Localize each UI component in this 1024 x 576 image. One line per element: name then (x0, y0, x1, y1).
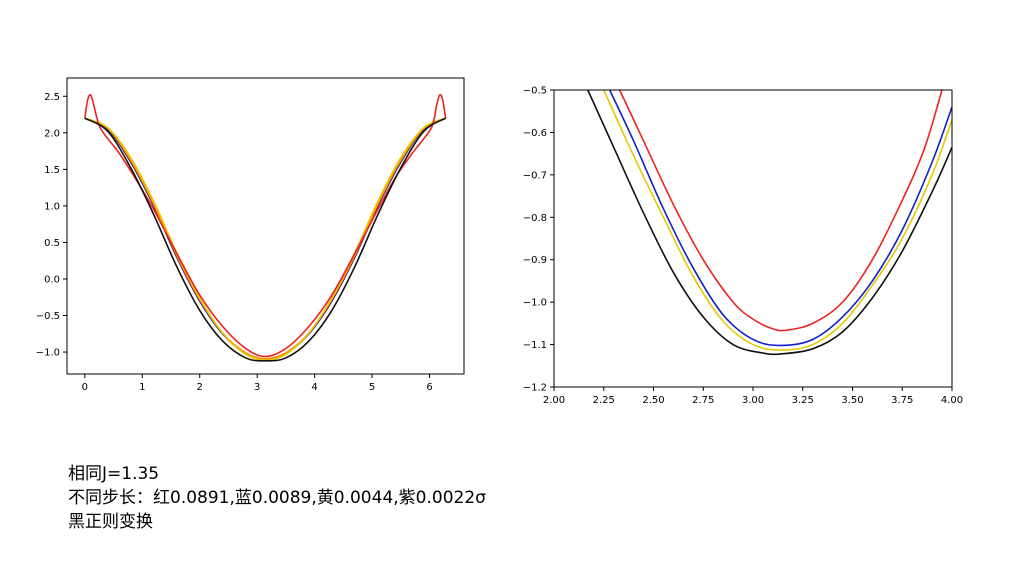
series-line-5 (84, 117, 447, 362)
x-tick-label: 5 (369, 382, 375, 393)
y-tick-label: 2.0 (44, 128, 60, 139)
series-line-4 (587, 90, 952, 356)
y-tick-label: −1.0 (36, 348, 60, 359)
series-line-4 (84, 93, 447, 358)
y-tick-label: −1.0 (523, 298, 547, 309)
y-tick-label: 1.5 (44, 165, 60, 176)
y-tick-label: −0.9 (523, 255, 547, 266)
series-line-2 (84, 117, 446, 360)
x-tick-label: 3.50 (841, 395, 863, 406)
caption-line-3: 黑正则变换 (68, 512, 153, 532)
y-tick-label: 0.5 (44, 238, 60, 249)
x-tick-label: 3 (254, 382, 260, 393)
x-tick-label: 2 (197, 382, 203, 393)
series-group (84, 93, 447, 362)
plot-frame (66, 77, 465, 375)
series-group (587, 90, 952, 356)
x-tick-label: 1 (139, 382, 145, 393)
y-tick-label: −0.7 (523, 170, 547, 181)
series-line-1 (84, 117, 446, 361)
y-tick-label: −1.2 (523, 383, 547, 394)
series-line-3 (84, 117, 446, 361)
y-tick-label: −0.6 (523, 128, 547, 139)
chart-2: 2.00 2.25 2.50 2.75 3.00 3.25 3.50 3.75 4.00 −1.2… (523, 86, 963, 407)
x-tick-label: 6 (426, 382, 432, 393)
series-line-3 (603, 90, 952, 351)
series-line-2 (608, 90, 952, 347)
x-tick-label: 2.00 (543, 395, 565, 406)
y-tick-label: 1.0 (44, 201, 60, 212)
x-tick-label: 0 (82, 382, 88, 393)
y-tick-label: −0.5 (36, 311, 60, 322)
caption-line-2: 不同步长：红0.0891,蓝0.0089,黄0.0044,紫0.0022σ (68, 488, 486, 508)
caption-line-1: 相同J=1.35 (68, 464, 160, 484)
y-tick-label: −0.8 (523, 213, 547, 224)
y-tick-label: 0.0 (44, 274, 60, 285)
x-tick-label: 4.00 (941, 395, 963, 406)
x-tick-label: 2.25 (593, 395, 615, 406)
x-tick-label: 3.25 (792, 395, 814, 406)
x-tick-label: 4 (311, 382, 317, 393)
x-tick-label: 2.75 (692, 395, 714, 406)
x-tick-label: 3.00 (742, 395, 764, 406)
series-line-1 (618, 90, 943, 332)
caption: 相同J=1.35 不同步长：红0.0891,蓝0.0089,黄0.0044,紫0… (68, 462, 486, 534)
x-tick-label: 3.75 (891, 395, 913, 406)
y-tick-label: −0.5 (523, 86, 547, 97)
x-tick-label: 2.50 (642, 395, 664, 406)
plot-frame (553, 89, 953, 388)
y-tick-label: −1.1 (523, 340, 547, 351)
chart-1: 0 1 2 3 4 5 6 −1.0 −0.5 0.0 0.5 1.0 1.5 2.0 2.5 (36, 77, 465, 393)
y-tick-label: 2.5 (44, 92, 60, 103)
